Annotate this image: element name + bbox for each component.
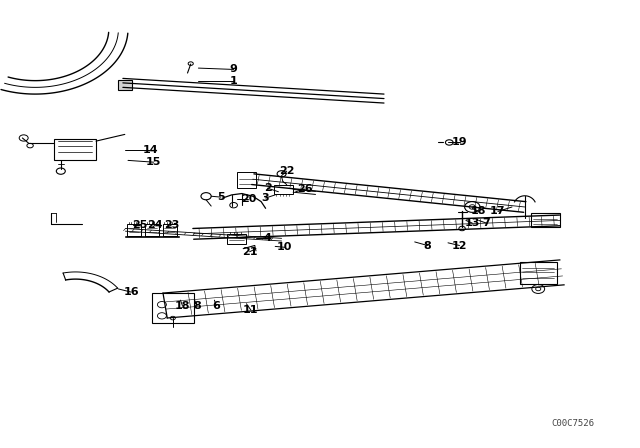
Text: C00C7526: C00C7526 xyxy=(551,419,595,428)
Text: 6: 6 xyxy=(212,301,220,310)
Text: 4: 4 xyxy=(264,233,271,243)
FancyBboxPatch shape xyxy=(237,172,256,188)
Text: 1: 1 xyxy=(230,76,237,86)
Bar xyxy=(163,224,177,236)
Text: 21: 21 xyxy=(242,247,257,257)
Text: 15: 15 xyxy=(146,157,161,167)
Text: 14: 14 xyxy=(143,145,158,155)
Text: 22: 22 xyxy=(279,166,294,176)
Bar xyxy=(227,234,246,244)
Text: 12: 12 xyxy=(452,241,467,250)
Text: 19: 19 xyxy=(452,138,467,147)
Bar xyxy=(274,185,293,194)
Text: 11: 11 xyxy=(243,305,259,315)
Text: 17: 17 xyxy=(490,207,506,216)
Text: 18: 18 xyxy=(471,207,486,216)
Text: 25: 25 xyxy=(132,220,147,230)
Text: 16: 16 xyxy=(124,287,139,297)
FancyBboxPatch shape xyxy=(118,80,132,90)
Text: 7: 7 xyxy=(483,218,490,228)
Text: 20: 20 xyxy=(241,194,256,204)
Text: 10: 10 xyxy=(277,242,292,252)
Text: 24: 24 xyxy=(147,220,163,230)
Text: 13: 13 xyxy=(465,218,480,228)
Text: 26: 26 xyxy=(297,184,312,194)
Bar xyxy=(520,262,557,284)
Bar xyxy=(127,224,141,236)
Text: 3: 3 xyxy=(262,193,269,203)
Bar xyxy=(152,293,194,323)
Text: 8: 8 xyxy=(424,241,431,250)
FancyBboxPatch shape xyxy=(54,139,96,160)
Bar xyxy=(531,213,560,227)
Text: 8: 8 xyxy=(193,301,201,310)
Text: 5: 5 xyxy=(217,192,225,202)
Text: 23: 23 xyxy=(164,220,179,230)
Bar xyxy=(145,224,159,236)
Text: 2: 2 xyxy=(264,183,271,193)
Text: 18: 18 xyxy=(175,301,190,310)
Text: 9: 9 xyxy=(230,65,237,74)
